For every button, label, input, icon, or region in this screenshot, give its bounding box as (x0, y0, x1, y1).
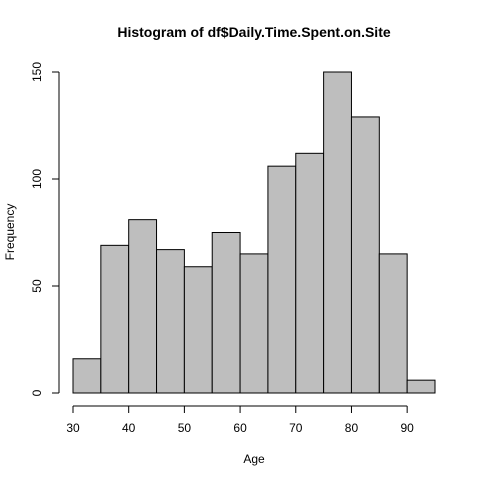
y-tick-label: 100 (30, 169, 44, 189)
y-axis: 0 50 100 150 (30, 62, 60, 396)
histogram-bar-75-80 (323, 71, 352, 394)
chart-title: Histogram of df$Daily.Time.Spent.on.Site (117, 24, 391, 40)
histogram-bar-55-60 (211, 232, 241, 394)
x-tick-label: 40 (122, 421, 136, 435)
y-axis-label: Frequency (3, 204, 17, 261)
x-axis-label: Age (243, 452, 265, 466)
y-tick-label: 150 (30, 62, 44, 82)
y-tick-label: 0 (30, 389, 44, 396)
x-axis: 30 40 50 60 70 80 90 (66, 405, 414, 435)
x-tick-label: 30 (66, 421, 80, 435)
histogram-bar-50-55 (183, 266, 213, 394)
histogram-bar-65-70 (267, 165, 297, 394)
x-tick-label: 90 (400, 421, 414, 435)
histogram-bar-80-85 (350, 116, 380, 394)
x-tick-label: 80 (345, 421, 359, 435)
y-tick-label: 50 (30, 279, 44, 293)
bars-group (72, 71, 436, 394)
histogram-bar-60-65 (239, 253, 269, 394)
histogram-bar-85-90 (378, 253, 408, 394)
histogram-bar-35-40 (100, 244, 130, 394)
histogram-bar-90-95 (406, 379, 436, 394)
histogram-bar-70-75 (295, 152, 325, 394)
x-tick-label: 70 (289, 421, 303, 435)
histogram-bar-30-35 (72, 358, 102, 394)
histogram-bar-40-45 (128, 219, 158, 394)
x-tick-label: 60 (233, 421, 247, 435)
histogram-bar-45-50 (156, 249, 185, 394)
x-tick-label: 50 (178, 421, 192, 435)
